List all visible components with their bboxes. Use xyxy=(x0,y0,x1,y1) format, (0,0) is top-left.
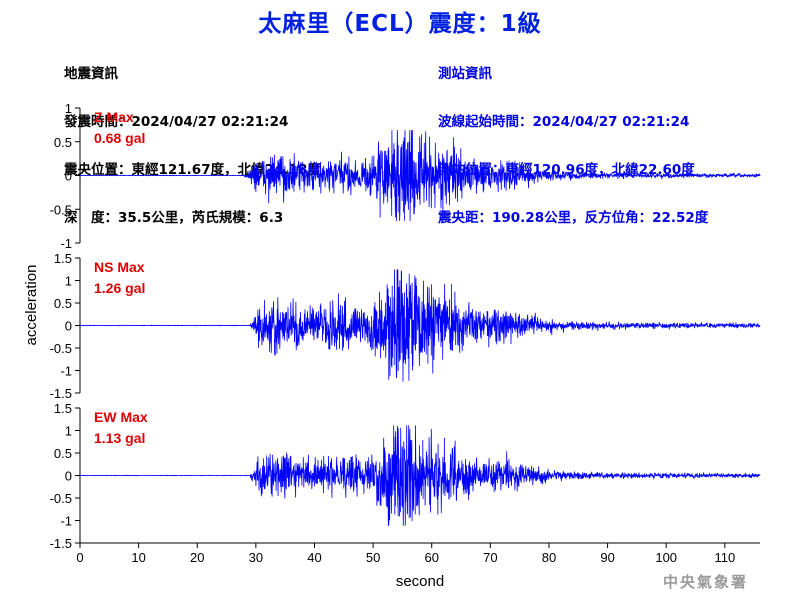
y-tick-label-ew: -1 xyxy=(60,514,72,529)
max-title-z: Z Max xyxy=(94,109,134,125)
y-tick-label-z: 0 xyxy=(65,169,72,184)
y-tick-label-ew: 0.5 xyxy=(54,446,72,461)
y-axis-title: acceleration xyxy=(23,265,40,346)
x-tick-label: 70 xyxy=(483,550,497,565)
y-tick-label-ew: 1.5 xyxy=(54,401,72,416)
distance-azimuth-text: 震央距：190.28公里，反方位角：22.52度 xyxy=(438,210,709,226)
y-tick-label-z: 0.5 xyxy=(54,135,72,150)
y-tick-label-z: 1 xyxy=(65,101,72,116)
y-tick-label-ns: 1 xyxy=(65,274,72,289)
y-tick-label-ns: 0.5 xyxy=(54,296,72,311)
y-tick-label-z: -0.5 xyxy=(50,202,72,217)
station-info-heading: 測站資訊 xyxy=(438,66,492,82)
station-info-block: 測站資訊 波線起始時間：2024/04/27 02:21:24 測站位置：東經1… xyxy=(438,34,708,242)
x-tick-label: 80 xyxy=(542,550,556,565)
y-tick-label-ew: 0 xyxy=(65,469,72,484)
max-title-ns: NS Max xyxy=(94,259,145,275)
waveform-ns xyxy=(79,269,761,382)
y-tick-label-ns: 1.5 xyxy=(54,251,72,266)
max-value-ns: 1.26 gal xyxy=(94,280,145,296)
y-tick-label-ns: -1.5 xyxy=(50,386,72,401)
x-tick-label: 90 xyxy=(600,550,614,565)
y-tick-label-ns: -0.5 xyxy=(50,341,72,356)
x-tick-label: 50 xyxy=(366,550,380,565)
y-tick-label-z: -1 xyxy=(60,236,72,251)
y-tick-label-ew: -0.5 xyxy=(50,491,72,506)
earthquake-info-heading: 地震資訊 xyxy=(64,66,118,82)
x-tick-label: 30 xyxy=(249,550,263,565)
x-tick-label: 100 xyxy=(655,550,677,565)
origin-time-text: 發震時間：2024/04/27 02:21:24 xyxy=(64,114,289,130)
y-tick-label-ew: -1.5 xyxy=(50,536,72,551)
y-tick-label-ns: -1 xyxy=(60,364,72,379)
waveform-z xyxy=(79,130,761,221)
x-tick-label: 40 xyxy=(307,550,321,565)
depth-magnitude-text: 深 度：35.5公里，芮氏規模：6.3 xyxy=(64,210,284,226)
x-tick-label: 60 xyxy=(424,550,438,565)
x-tick-label: 0 xyxy=(76,550,83,565)
page-title: 太麻里（ECL）震度：1級 xyxy=(258,11,542,37)
waveform-ew xyxy=(79,425,761,526)
wave-start-time-text: 波線起始時間：2024/04/27 02:21:24 xyxy=(438,114,690,130)
x-tick-label: 10 xyxy=(131,550,145,565)
x-tick-label: 20 xyxy=(190,550,204,565)
cwa-watermark: 中央氣象署 xyxy=(662,573,748,591)
y-tick-label-ns: 0 xyxy=(65,319,72,334)
max-value-z: 0.68 gal xyxy=(94,130,145,146)
y-tick-label-ew: 1 xyxy=(65,424,72,439)
x-tick-label: 110 xyxy=(714,550,735,565)
max-title-ew: EW Max xyxy=(94,409,148,425)
max-value-ew: 1.13 gal xyxy=(94,430,145,446)
x-axis-title: second xyxy=(396,573,444,590)
